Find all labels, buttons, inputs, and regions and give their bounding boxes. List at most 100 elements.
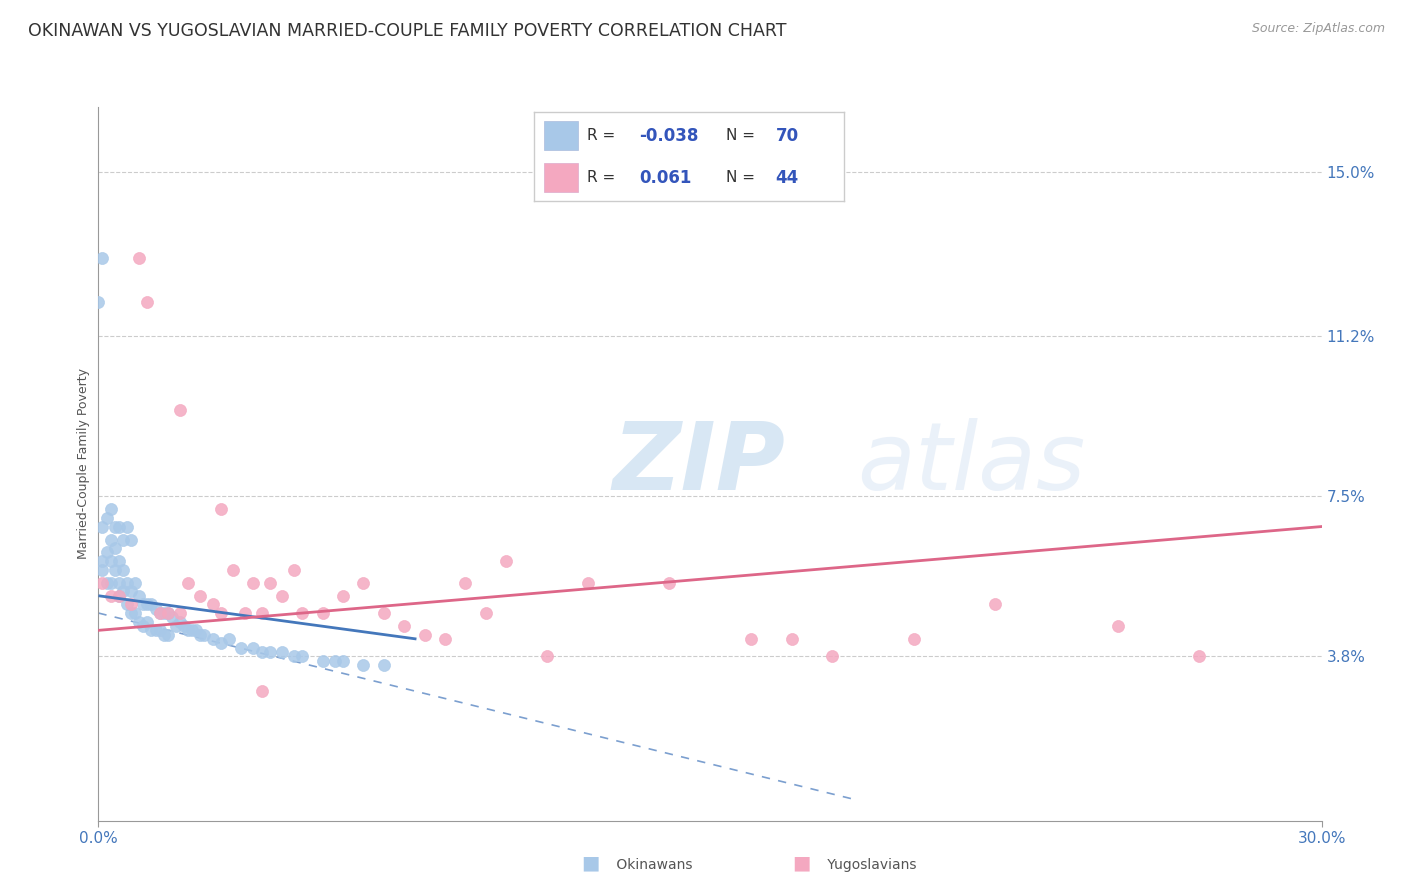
Point — [145, 624, 167, 638]
Point — [136, 294, 159, 309]
Point — [233, 606, 256, 620]
Point — [108, 589, 131, 603]
Point — [186, 624, 208, 638]
Point — [111, 563, 134, 577]
Point — [177, 575, 200, 590]
Point — [169, 402, 191, 417]
Point — [218, 632, 240, 646]
Point — [156, 606, 179, 620]
Point — [270, 645, 294, 659]
Point — [283, 649, 305, 664]
Point — [96, 511, 118, 525]
Point — [181, 624, 204, 638]
Point — [145, 601, 167, 615]
Text: Source: ZipAtlas.com: Source: ZipAtlas.com — [1251, 22, 1385, 36]
Point — [259, 645, 281, 659]
Text: ■: ■ — [792, 854, 811, 872]
Point — [259, 575, 281, 590]
Point — [352, 657, 374, 672]
Point — [454, 575, 477, 590]
Y-axis label: Married-Couple Family Poverty: Married-Couple Family Poverty — [77, 368, 90, 559]
Point — [323, 654, 346, 668]
Text: 70: 70 — [776, 127, 799, 145]
Point — [903, 632, 925, 646]
Point — [984, 598, 1007, 612]
Point — [1188, 649, 1211, 664]
Text: -0.038: -0.038 — [640, 127, 699, 145]
Point — [120, 606, 142, 620]
Point — [91, 575, 114, 590]
Point — [96, 575, 118, 590]
Point — [193, 628, 215, 642]
Point — [132, 598, 155, 612]
Point — [141, 598, 163, 612]
Point — [1107, 619, 1129, 633]
Point — [149, 624, 172, 638]
Point — [152, 628, 174, 642]
Text: R =: R = — [586, 170, 614, 185]
Point — [250, 645, 273, 659]
Point — [91, 519, 114, 533]
Point — [434, 632, 457, 646]
Point — [169, 606, 191, 620]
Point — [115, 598, 138, 612]
Bar — [544, 163, 578, 192]
Text: Okinawans: Okinawans — [612, 858, 692, 872]
Point — [149, 606, 172, 620]
Point — [108, 554, 131, 568]
Text: ZIP: ZIP — [612, 417, 785, 510]
Point — [536, 649, 558, 664]
Point — [413, 628, 436, 642]
Point — [132, 619, 155, 633]
Point — [100, 533, 122, 547]
Point — [136, 598, 159, 612]
Point — [270, 589, 294, 603]
Point — [124, 606, 146, 620]
Point — [156, 606, 179, 620]
Point — [156, 628, 179, 642]
Point — [373, 606, 395, 620]
Point — [373, 657, 395, 672]
Point — [352, 575, 374, 590]
Point — [222, 563, 245, 577]
Point — [780, 632, 803, 646]
Point — [312, 654, 335, 668]
Point — [209, 502, 232, 516]
Point — [96, 545, 118, 559]
Point — [108, 589, 131, 603]
Point — [173, 619, 195, 633]
Text: ■: ■ — [581, 854, 600, 872]
Point — [149, 606, 172, 620]
Text: N =: N = — [725, 128, 755, 143]
Point — [128, 589, 150, 603]
Point — [201, 598, 224, 612]
Text: OKINAWAN VS YUGOSLAVIAN MARRIED-COUPLE FAMILY POVERTY CORRELATION CHART: OKINAWAN VS YUGOSLAVIAN MARRIED-COUPLE F… — [28, 22, 786, 40]
Point — [104, 541, 127, 556]
Point — [120, 584, 142, 599]
Point — [165, 619, 187, 633]
Point — [100, 554, 122, 568]
Point — [821, 649, 844, 664]
Point — [128, 615, 150, 629]
Point — [188, 628, 212, 642]
Point — [100, 575, 122, 590]
Point — [136, 615, 159, 629]
Point — [108, 519, 131, 533]
Point — [108, 575, 131, 590]
Text: R =: R = — [586, 128, 614, 143]
Bar — [544, 121, 578, 150]
Point — [100, 589, 122, 603]
Point — [120, 533, 142, 547]
Point — [291, 649, 314, 664]
Text: 0.061: 0.061 — [640, 169, 692, 186]
Point — [250, 684, 273, 698]
Point — [242, 575, 264, 590]
Text: Yugoslavians: Yugoslavians — [823, 858, 917, 872]
Point — [209, 636, 232, 650]
Point — [111, 584, 134, 599]
Text: N =: N = — [725, 170, 755, 185]
Point — [740, 632, 762, 646]
Point — [291, 606, 314, 620]
Point — [87, 294, 110, 309]
Point — [91, 563, 114, 577]
